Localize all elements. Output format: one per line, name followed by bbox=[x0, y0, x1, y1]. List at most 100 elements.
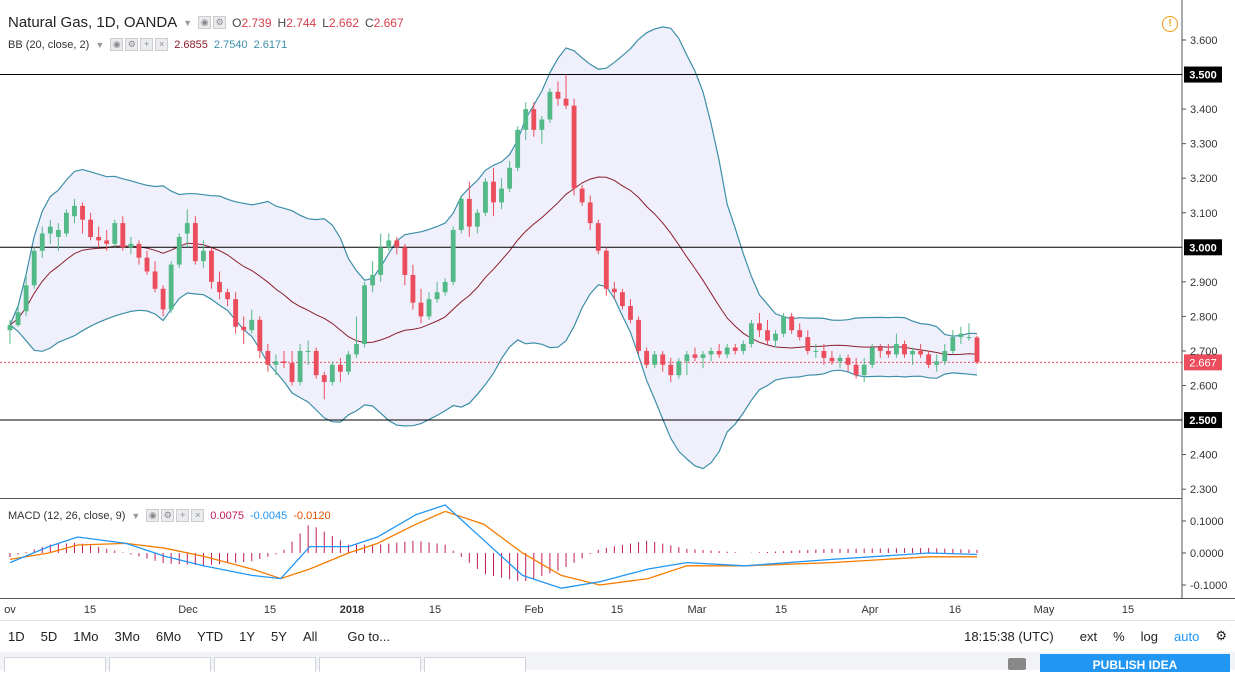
candle-body bbox=[531, 109, 537, 130]
x-tick-label: Feb bbox=[525, 604, 544, 616]
candle-body bbox=[620, 292, 625, 307]
bb-basis-value: 2.6855 bbox=[174, 38, 208, 51]
candle-body bbox=[55, 230, 61, 237]
candle-body bbox=[563, 98, 569, 106]
period-5y[interactable]: 5Y bbox=[271, 628, 287, 644]
ext-toggle[interactable]: ext bbox=[1079, 628, 1098, 644]
low-value: 2.662 bbox=[328, 15, 359, 30]
candle-body bbox=[829, 357, 835, 362]
tab-5[interactable] bbox=[424, 657, 526, 672]
price-level-label: 3.500 bbox=[1189, 70, 1217, 82]
auto-toggle[interactable]: auto bbox=[1174, 628, 1200, 644]
macd-line bbox=[9, 504, 978, 589]
gear-icon[interactable]: ⚙ bbox=[125, 38, 139, 51]
legend-tools: ◉ ⚙ bbox=[198, 16, 227, 29]
alert-icon[interactable]: ! bbox=[1162, 16, 1178, 32]
gear-icon[interactable]: ⚙ bbox=[1215, 628, 1227, 643]
eye-icon[interactable]: ◉ bbox=[198, 16, 212, 29]
candle-body bbox=[555, 91, 561, 99]
candle-body bbox=[225, 292, 230, 300]
period-all[interactable]: All bbox=[302, 628, 318, 644]
y-tick-label: 3.600 bbox=[1190, 35, 1218, 47]
candle-body bbox=[72, 205, 77, 217]
tab-1[interactable] bbox=[4, 657, 106, 672]
candle-body bbox=[176, 236, 182, 265]
candle-body bbox=[112, 223, 118, 244]
candle-body bbox=[748, 323, 754, 345]
chevron-down-icon[interactable]: ▼ bbox=[131, 510, 141, 521]
candle-body bbox=[192, 223, 198, 262]
goto-button[interactable]: Go to... bbox=[347, 628, 391, 644]
tab-4[interactable] bbox=[319, 657, 421, 672]
close-icon[interactable]: × bbox=[191, 509, 205, 522]
candle-body bbox=[442, 281, 448, 293]
candle-body bbox=[603, 250, 609, 289]
period-1y[interactable]: 1Y bbox=[239, 628, 256, 644]
period-ytd[interactable]: YTD bbox=[197, 628, 224, 644]
candle-body bbox=[861, 364, 867, 376]
candle-body bbox=[740, 344, 746, 351]
candle-body bbox=[926, 354, 932, 365]
period-3mo[interactable]: 3Mo bbox=[114, 628, 140, 644]
period-1d[interactable]: 1D bbox=[8, 628, 25, 644]
macd-legend: MACD (12, 26, close, 9) ▼ ◉ ⚙ + × 0.0075 -0… bbox=[8, 509, 331, 522]
log-toggle[interactable]: log bbox=[1140, 628, 1159, 644]
y-tick-label: 2.400 bbox=[1190, 450, 1218, 462]
candle-body bbox=[184, 223, 190, 234]
tab-3[interactable] bbox=[214, 657, 316, 672]
gear-icon[interactable]: ⚙ bbox=[213, 16, 227, 29]
candle-body bbox=[845, 357, 851, 365]
candle-body bbox=[136, 243, 142, 258]
candle-body bbox=[724, 347, 730, 355]
candle-body bbox=[15, 312, 21, 326]
candle-body bbox=[539, 119, 545, 130]
chevron-down-icon[interactable]: ▼ bbox=[183, 17, 193, 28]
x-tick-label: Dec bbox=[178, 604, 198, 616]
period-5d[interactable]: 5D bbox=[40, 628, 58, 644]
bb-label[interactable]: BB (20, close, 2) bbox=[8, 38, 90, 51]
period-6mo[interactable]: 6Mo bbox=[155, 628, 182, 644]
period-1mo[interactable]: 1Mo bbox=[73, 628, 99, 644]
plus-icon[interactable]: + bbox=[176, 509, 190, 522]
eye-icon[interactable]: ◉ bbox=[110, 38, 124, 51]
candle-body bbox=[587, 202, 593, 224]
x-tick-label: 15 bbox=[611, 604, 623, 616]
candle-body bbox=[23, 285, 29, 312]
chart-canvas[interactable]: 3.500 3.000 2.500 2.667 3.600 3.400 3.300 3.200… bbox=[0, 0, 1235, 620]
candle-body bbox=[265, 350, 271, 365]
period-buttons: 1D 5D 1Mo 3Mo 6Mo YTD 1Y 5Y All bbox=[0, 629, 325, 644]
x-tick-label: 2018 bbox=[340, 604, 364, 616]
publish-idea-button[interactable]: PUBLISH IDEA bbox=[1040, 654, 1230, 672]
bottom-tabs bbox=[0, 652, 1235, 672]
candle-body bbox=[773, 333, 778, 341]
candle-body bbox=[837, 357, 843, 362]
tab-2[interactable] bbox=[109, 657, 211, 672]
macd-label[interactable]: MACD (12, 26, close, 9) bbox=[8, 509, 126, 522]
gear-icon[interactable]: ⚙ bbox=[161, 509, 175, 522]
x-tick-label: 15 bbox=[429, 604, 441, 616]
candle-body bbox=[684, 354, 690, 362]
symbol-title[interactable]: Natural Gas, 1D, OANDA bbox=[8, 14, 178, 31]
eye-icon[interactable]: ◉ bbox=[146, 509, 160, 522]
candle-body bbox=[273, 361, 279, 365]
candle-body bbox=[418, 302, 424, 317]
chevron-down-icon[interactable]: ▼ bbox=[95, 39, 105, 50]
close-icon[interactable]: × bbox=[155, 38, 169, 51]
candle-body bbox=[426, 299, 432, 317]
x-tick-label: ov bbox=[4, 604, 16, 616]
bb-tools: ◉ ⚙ + × bbox=[110, 38, 169, 51]
candle-body bbox=[893, 344, 899, 355]
last-price-label: 2.667 bbox=[1189, 357, 1217, 369]
open-value: 2.739 bbox=[241, 15, 272, 30]
plus-icon[interactable]: + bbox=[140, 38, 154, 51]
y-tick-label: 3.400 bbox=[1190, 104, 1218, 116]
bb-lower-value: 2.6171 bbox=[253, 38, 288, 51]
candle-body bbox=[47, 226, 53, 234]
candle-body bbox=[805, 337, 811, 351]
percent-toggle[interactable]: % bbox=[1113, 628, 1125, 644]
candle-body bbox=[732, 347, 738, 351]
camera-icon[interactable] bbox=[1008, 658, 1026, 670]
candle-body bbox=[628, 306, 633, 320]
candle-body bbox=[910, 350, 915, 355]
price-level-label: 3.000 bbox=[1189, 242, 1217, 254]
